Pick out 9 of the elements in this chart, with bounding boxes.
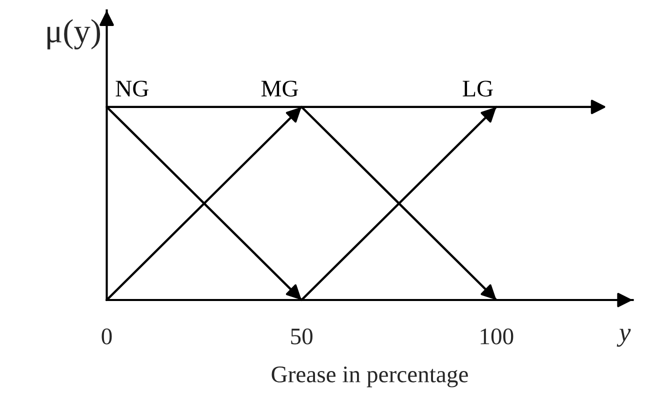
x-tick-label: 50 — [291, 328, 312, 344]
x-axis-title: Grease in percentage — [272, 366, 468, 388]
text: y — [616, 328, 631, 347]
series-label: NG — [116, 80, 148, 97]
x-tick-label: 100 — [480, 328, 514, 344]
series-label: LG — [462, 80, 493, 97]
y-axis-title: μ(y) — [47, 19, 100, 50]
x-tick-label: 0 — [102, 328, 112, 344]
series-label: MG — [261, 80, 298, 97]
